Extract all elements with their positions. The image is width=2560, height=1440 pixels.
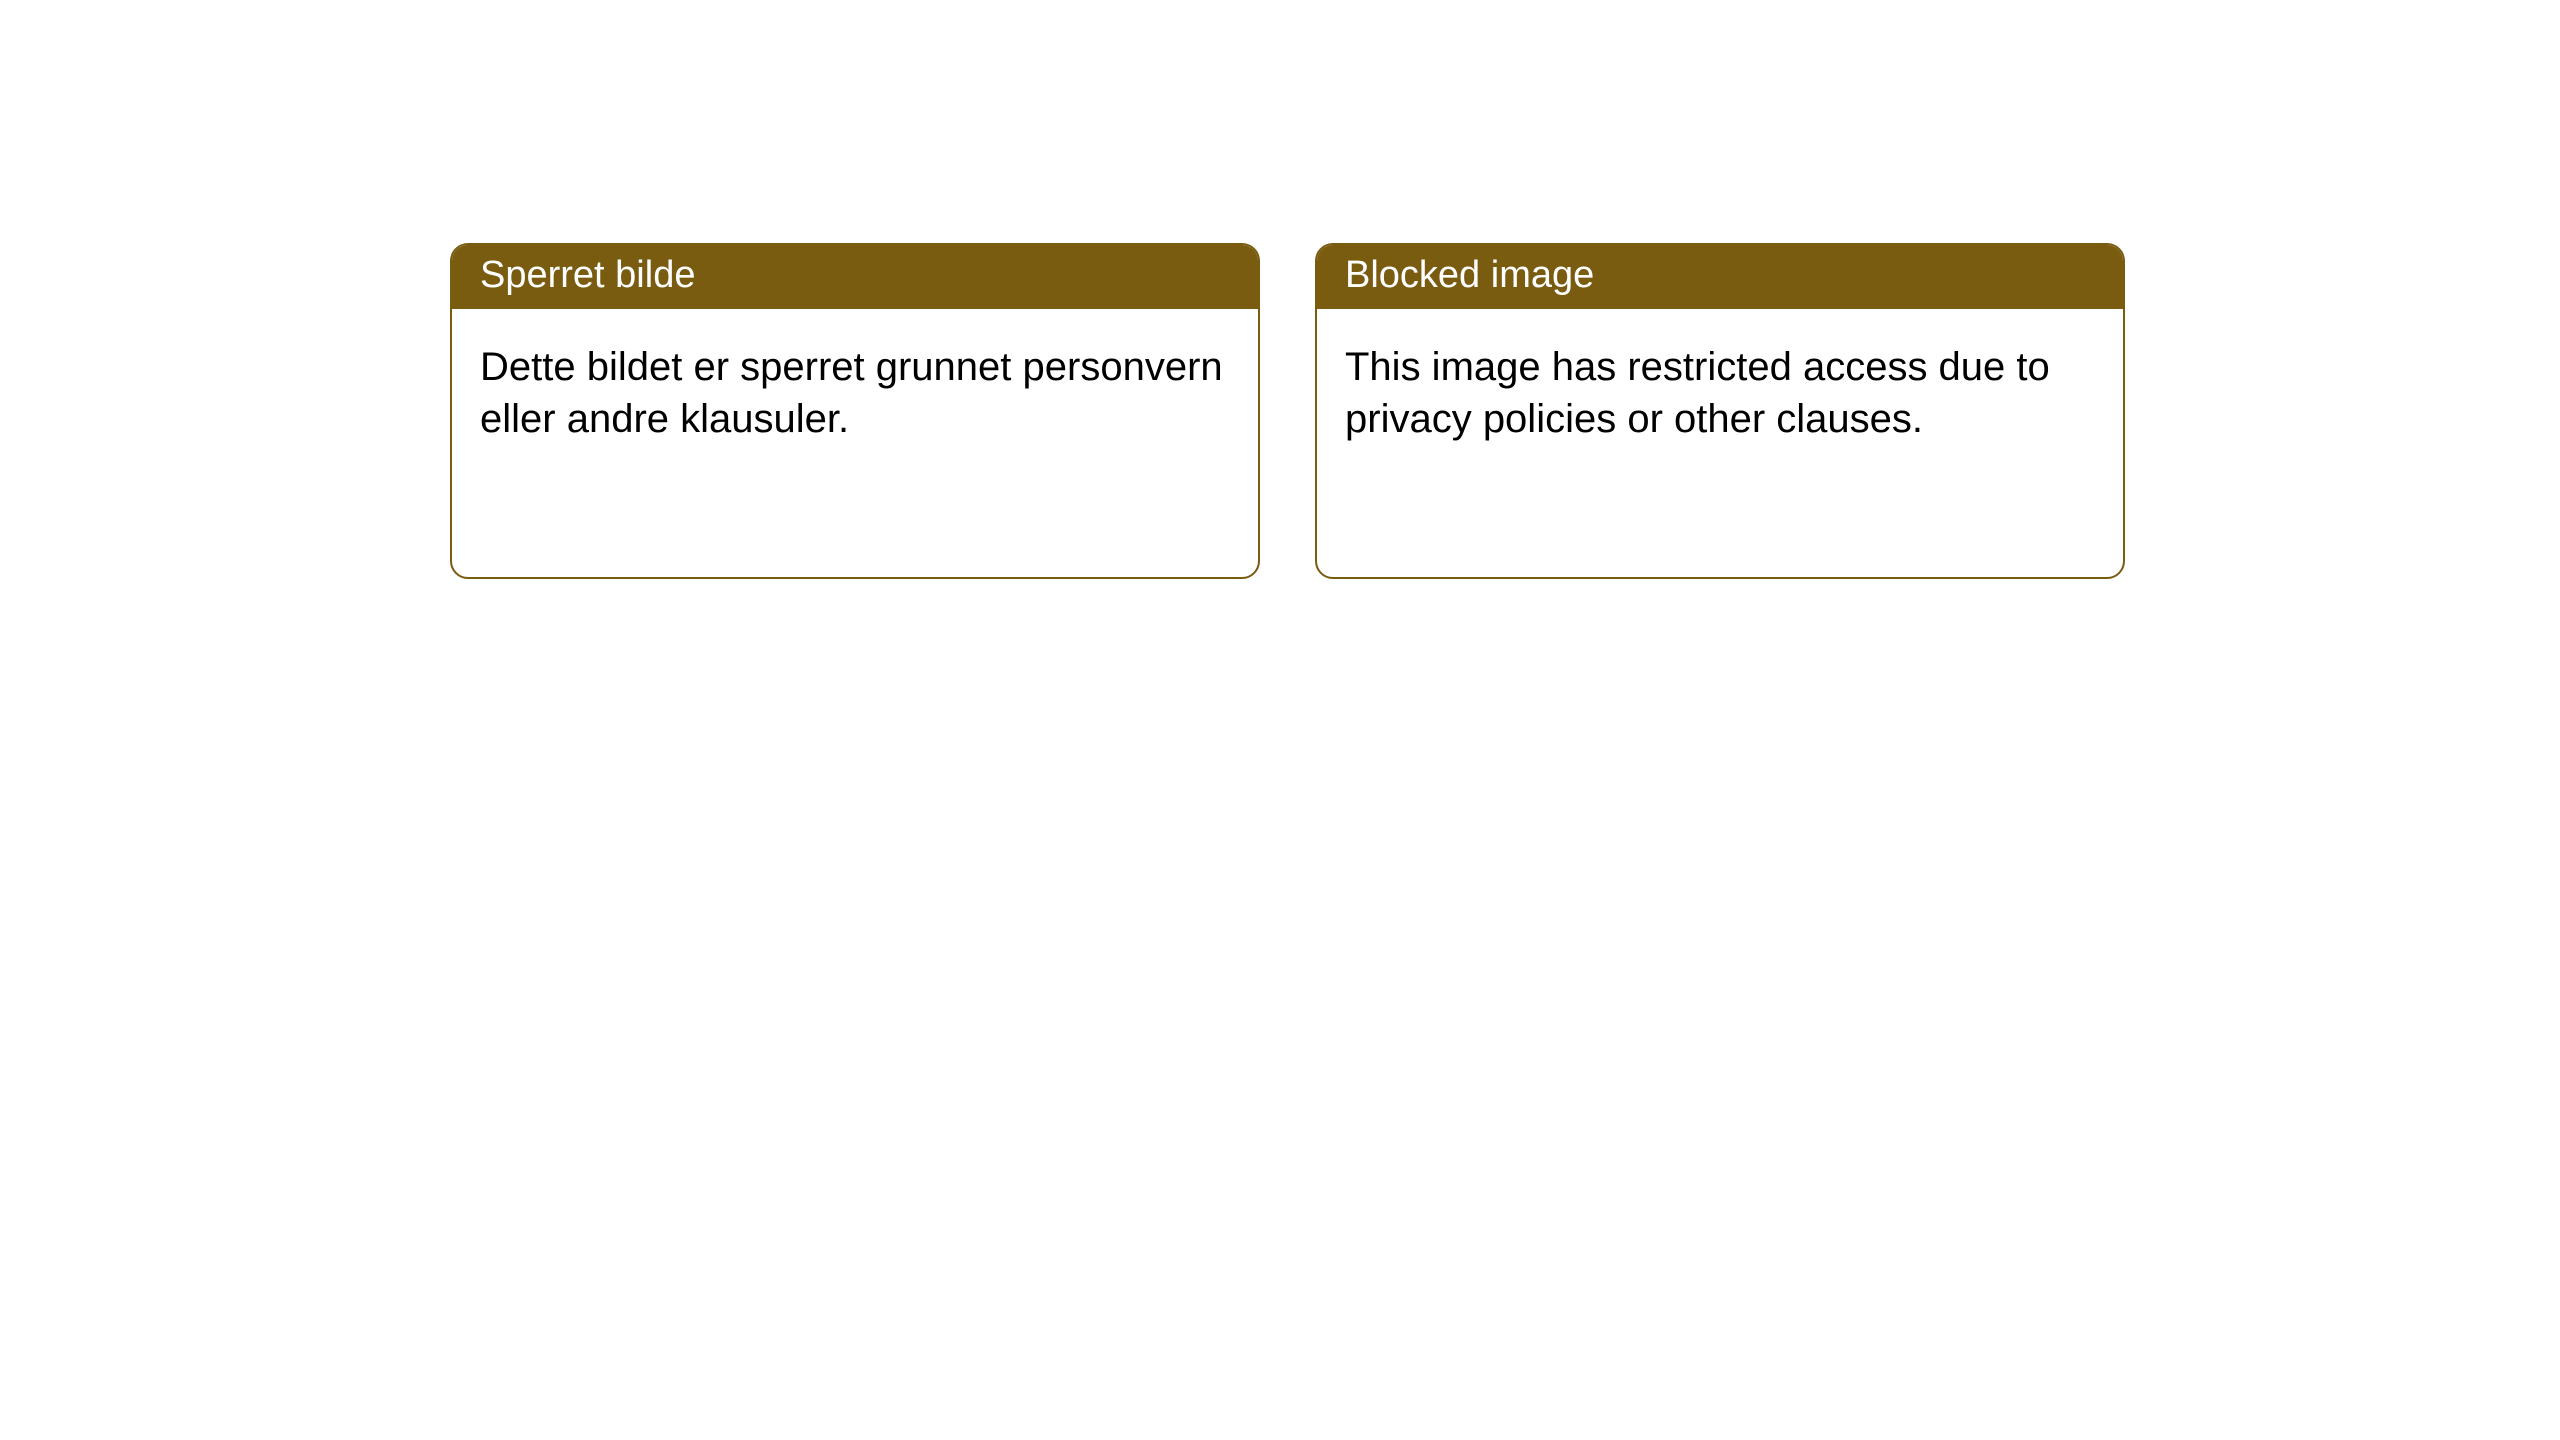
- notice-card-header: Sperret bilde: [452, 245, 1258, 309]
- notice-card-body: Dette bildet er sperret grunnet personve…: [452, 309, 1258, 477]
- notice-cards-container: Sperret bilde Dette bildet er sperret gr…: [450, 243, 2125, 579]
- notice-card-norwegian: Sperret bilde Dette bildet er sperret gr…: [450, 243, 1260, 579]
- notice-card-message: Dette bildet er sperret grunnet personve…: [480, 345, 1223, 441]
- notice-card-english: Blocked image This image has restricted …: [1315, 243, 2125, 579]
- notice-card-body: This image has restricted access due to …: [1317, 309, 2123, 477]
- notice-card-message: This image has restricted access due to …: [1345, 345, 2050, 441]
- notice-card-title: Sperret bilde: [480, 254, 695, 296]
- notice-card-header: Blocked image: [1317, 245, 2123, 309]
- notice-card-title: Blocked image: [1345, 254, 1594, 296]
